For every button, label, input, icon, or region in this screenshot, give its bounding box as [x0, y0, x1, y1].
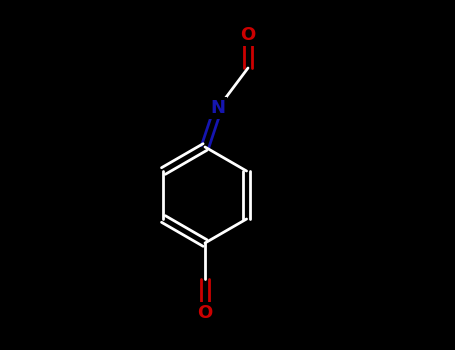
Text: N: N: [211, 99, 226, 117]
Text: O: O: [240, 26, 256, 44]
Text: O: O: [197, 304, 212, 322]
